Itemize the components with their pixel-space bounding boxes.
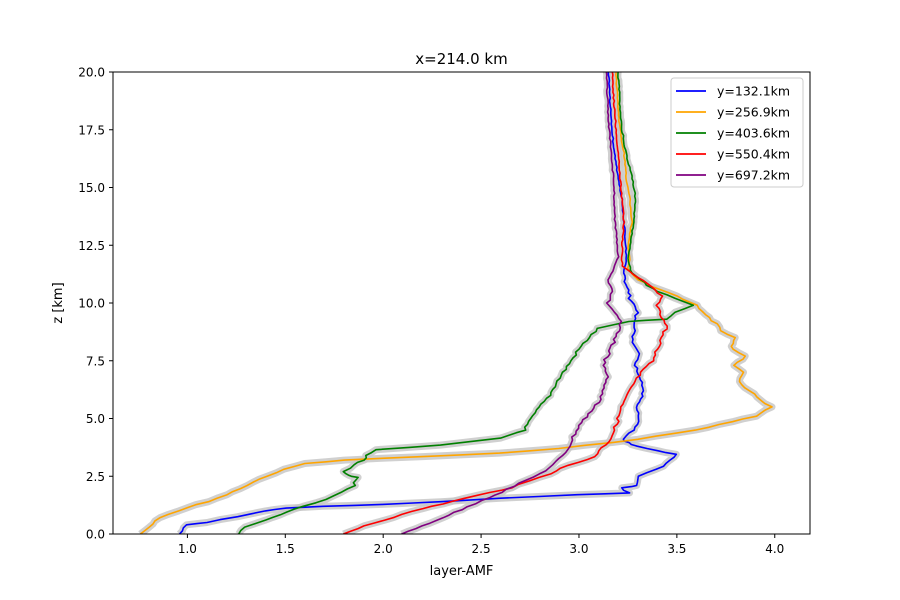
x-tick-label: 1.5 bbox=[276, 542, 295, 556]
x-axis-ticks: 1.0 1.5 2.0 2.5 3.0 3.5 4.0 bbox=[178, 534, 784, 556]
series-line bbox=[139, 72, 773, 534]
series-line bbox=[178, 72, 678, 534]
legend-label: y=697.2km bbox=[717, 168, 790, 183]
x-axis-label: layer-AMF bbox=[430, 564, 494, 579]
legend-box bbox=[670, 77, 804, 188]
y-tick-label: 2.5 bbox=[86, 470, 105, 484]
series-lines bbox=[139, 72, 773, 534]
x-tick-label: 1.0 bbox=[178, 542, 197, 556]
legend-label: y=256.9km bbox=[717, 105, 790, 120]
x-tick-label: 2.0 bbox=[374, 542, 393, 556]
legend-label: y=132.1km bbox=[717, 84, 790, 99]
legend-label: y=403.6km bbox=[717, 126, 790, 141]
series-band bbox=[176, 72, 680, 534]
y-tick-label: 12.5 bbox=[78, 239, 105, 253]
x-tick-label: 3.0 bbox=[569, 542, 588, 556]
series-line bbox=[401, 72, 623, 534]
series-band bbox=[342, 72, 671, 534]
x-tick-label: 3.5 bbox=[667, 542, 686, 556]
series-line bbox=[238, 72, 695, 534]
y-tick-label: 17.5 bbox=[78, 123, 105, 137]
x-tick-label: 4.0 bbox=[765, 542, 784, 556]
y-tick-label: 10.0 bbox=[78, 297, 105, 311]
y-tick-label: 0.0 bbox=[86, 528, 105, 542]
y-tick-label: 15.0 bbox=[78, 181, 105, 195]
series-line bbox=[343, 72, 668, 534]
plot-area bbox=[138, 72, 776, 534]
y-tick-label: 7.5 bbox=[86, 354, 105, 368]
legend-label: y=550.4km bbox=[717, 147, 790, 162]
chart-title: x=214.0 km bbox=[415, 50, 507, 68]
y-axis-label: z [km] bbox=[51, 282, 66, 323]
x-tick-label: 2.5 bbox=[472, 542, 491, 556]
legend: y=132.1km y=256.9km y=403.6km y=550.4km y=69… bbox=[670, 77, 804, 188]
y-axis-ticks: 0.0 2.5 5.0 7.5 10.0 12.5 15.0 17.5 20.0 bbox=[78, 66, 113, 542]
series-band bbox=[400, 72, 625, 534]
y-tick-label: 20.0 bbox=[78, 66, 105, 80]
y-tick-label: 5.0 bbox=[86, 412, 105, 426]
